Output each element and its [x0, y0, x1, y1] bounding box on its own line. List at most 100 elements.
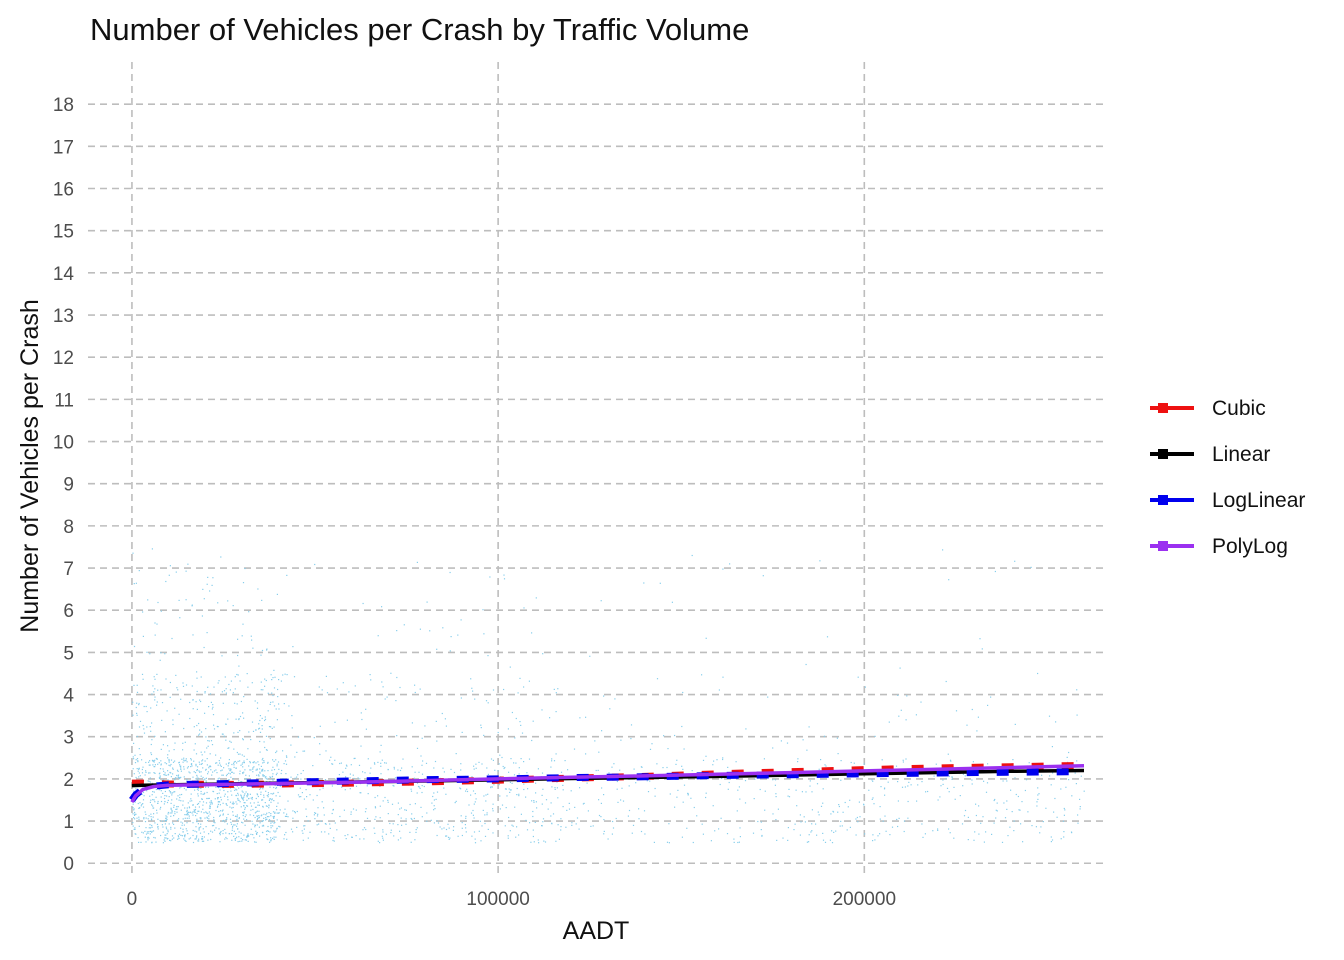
scatter-point: [447, 836, 450, 838]
scatter-point: [243, 755, 245, 757]
scatter-point: [256, 810, 258, 812]
scatter-point: [484, 814, 486, 816]
scatter-point: [973, 839, 975, 841]
scatter-point: [236, 825, 238, 827]
scatter-point: [154, 688, 156, 690]
scatter-point: [180, 834, 182, 836]
scatter-point: [532, 815, 534, 818]
scatter-point: [506, 795, 508, 797]
scatter-point: [156, 623, 158, 625]
scatter-point: [622, 800, 625, 802]
scatter-point: [197, 766, 199, 768]
scatter-point: [183, 766, 185, 768]
scatter-point: [176, 798, 178, 800]
scatter-point: [349, 773, 351, 775]
scatter-point: [560, 771, 563, 773]
scatter-point: [541, 772, 544, 774]
scatter-point: [815, 823, 817, 825]
scatter-point: [196, 831, 198, 833]
scatter-point: [277, 688, 279, 691]
legend-key-marker: [1158, 403, 1168, 413]
scatter-point: [763, 758, 765, 760]
scatter-point: [196, 820, 199, 822]
scatter-point: [487, 828, 489, 830]
scatter-point: [777, 808, 779, 810]
scatter-point: [774, 779, 777, 781]
scatter-point: [188, 838, 190, 840]
scatter-point: [745, 728, 747, 730]
scatter-point: [167, 829, 169, 831]
scatter-point: [223, 819, 225, 822]
scatter-point: [194, 810, 196, 812]
scatter-point: [472, 790, 475, 792]
scatter-point: [536, 807, 538, 809]
scatter-point: [235, 833, 237, 835]
scatter-point: [221, 769, 223, 771]
scatter-point: [434, 808, 436, 810]
scatter-point: [492, 759, 494, 761]
scatter-point: [449, 571, 451, 574]
scatter-point: [242, 791, 244, 793]
scatter-point: [242, 811, 244, 814]
scatter-point: [185, 758, 187, 760]
scatter-point: [492, 689, 495, 691]
scatter-point: [178, 833, 181, 835]
scatter-point: [1056, 816, 1058, 818]
scatter-point: [207, 786, 209, 788]
scatter-point: [243, 818, 245, 820]
y-tick-label: 1: [63, 812, 74, 833]
scatter-point: [141, 803, 143, 806]
scatter-point: [716, 759, 718, 761]
scatter-point: [385, 762, 387, 764]
scatter-point: [421, 764, 423, 766]
scatter-point: [246, 673, 248, 675]
scatter-point: [603, 833, 605, 835]
scatter-point: [545, 799, 548, 801]
scatter-point: [1018, 809, 1020, 811]
scatter-point: [954, 798, 956, 800]
scatter-point: [254, 700, 256, 702]
scatter-point: [380, 765, 382, 767]
scatter-point: [355, 835, 357, 837]
scatter-point: [530, 841, 532, 843]
scatter-point: [566, 809, 568, 811]
scatter-point: [497, 770, 499, 772]
scatter-point: [257, 817, 259, 819]
scatter-point: [266, 834, 268, 836]
scatter-point: [200, 823, 202, 825]
scatter-point: [285, 831, 287, 834]
scatter-point: [136, 768, 138, 770]
scatter-point: [455, 753, 457, 755]
scatter-point: [218, 792, 220, 794]
scatter-point: [804, 821, 806, 823]
scatter-point: [259, 835, 261, 837]
scatter-point: [146, 726, 148, 728]
scatter-point: [473, 803, 475, 805]
scatter-point: [274, 812, 276, 814]
scatter-point: [226, 773, 228, 775]
scatter-point: [172, 761, 175, 763]
scatter-point: [1077, 814, 1079, 816]
scatter-point: [218, 760, 220, 762]
scatter-point: [181, 758, 183, 760]
scatter-point: [612, 827, 615, 829]
scatter-point: [203, 831, 205, 833]
legend-label-polylog: PolyLog: [1212, 535, 1288, 558]
scatter-point: [206, 797, 208, 800]
scatter-point: [1055, 721, 1057, 723]
scatter-point: [168, 750, 170, 752]
scatter-point: [284, 673, 286, 675]
scatter-point: [261, 820, 263, 822]
scatter-point: [180, 770, 182, 772]
scatter-point: [782, 837, 784, 839]
scatter-point: [513, 774, 516, 776]
scatter-point: [608, 772, 610, 774]
scatter-point: [379, 842, 381, 844]
scatter-point: [502, 765, 504, 768]
scatter-point: [265, 818, 267, 820]
scatter-point: [269, 798, 271, 800]
scatter-point: [683, 784, 686, 786]
scatter-point: [884, 794, 886, 796]
scatter-point: [159, 776, 161, 778]
scatter-point: [501, 804, 504, 806]
